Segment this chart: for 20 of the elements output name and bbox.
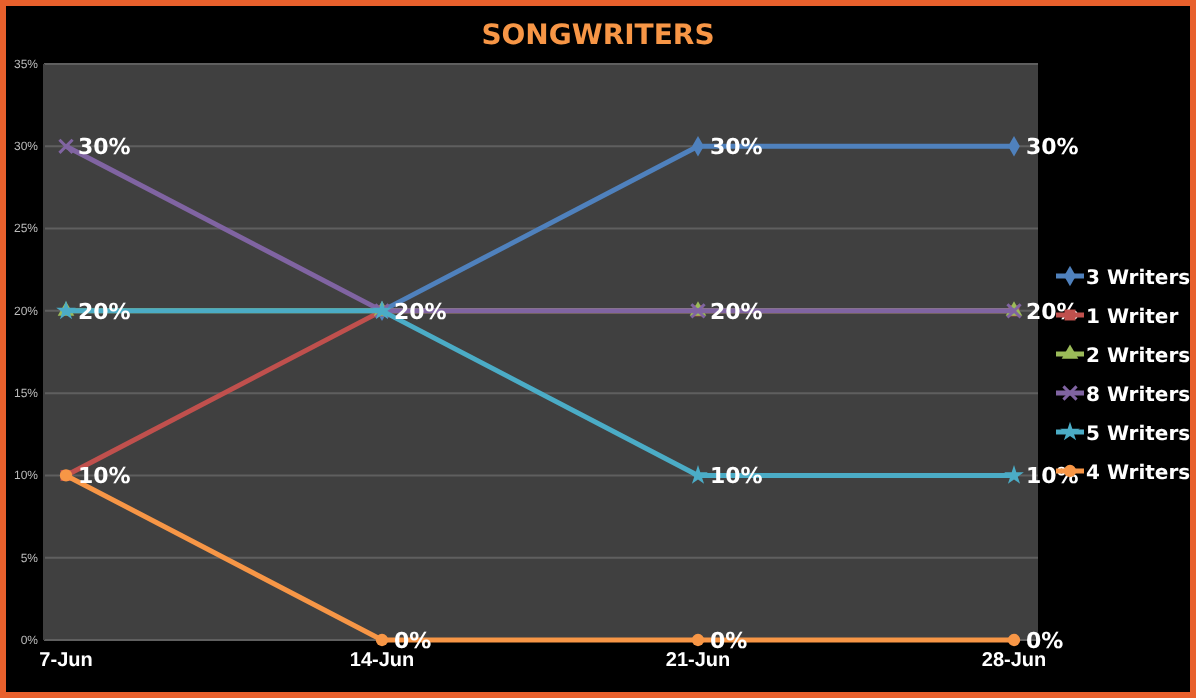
data-label: 10% bbox=[78, 463, 131, 490]
data-label: 30% bbox=[1026, 134, 1079, 161]
legend-label: 5 Writers bbox=[1086, 424, 1191, 446]
x-tick-label: 7-Jun bbox=[39, 650, 93, 673]
legend-label: 8 Writers bbox=[1086, 385, 1191, 407]
data-label: 30% bbox=[78, 134, 131, 161]
legend-label: 4 Writers bbox=[1086, 463, 1191, 485]
data-label: 0% bbox=[710, 628, 748, 654]
data-label: 20% bbox=[78, 298, 131, 325]
legend-label: 2 Writers bbox=[1086, 346, 1191, 368]
x-tick-label: 28-Jun bbox=[981, 650, 1047, 673]
chart-title: SONGWRITERS bbox=[481, 20, 715, 52]
legend-label: 1 Writer bbox=[1086, 307, 1179, 329]
x-tick-label: 14-Jun bbox=[349, 650, 415, 673]
data-label: 0% bbox=[1026, 628, 1064, 654]
x-tick-label: 21-Jun bbox=[665, 650, 731, 673]
data-label: 20% bbox=[394, 298, 447, 325]
data-label: 20% bbox=[710, 298, 763, 325]
legend-label: 3 Writers bbox=[1086, 268, 1191, 290]
data-label: 0% bbox=[394, 628, 432, 654]
